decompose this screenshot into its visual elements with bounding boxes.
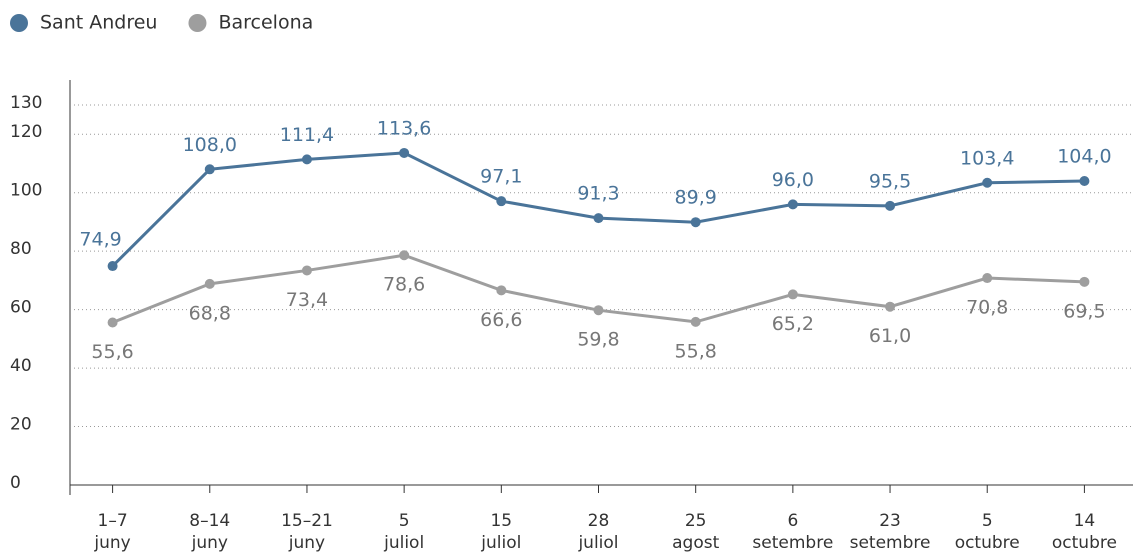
value-label: 78,6: [383, 274, 425, 296]
y-tick-label: 20: [10, 415, 32, 435]
point: [301, 265, 312, 276]
x-tick-label: juliol: [383, 533, 424, 553]
value-label: 103,4: [960, 147, 1014, 169]
value-label: 73,4: [286, 289, 328, 311]
value-label: 55,8: [675, 340, 717, 362]
point: [107, 261, 118, 272]
point: [593, 305, 604, 316]
x-tick-label: 8–14: [189, 511, 230, 531]
point: [301, 154, 312, 165]
y-tick-label: 120: [10, 122, 42, 142]
point: [982, 177, 993, 188]
y-tick-label: 40: [10, 356, 32, 376]
value-label: 61,0: [869, 325, 911, 347]
point: [787, 199, 798, 210]
y-tick-label: 60: [10, 298, 32, 318]
point: [204, 278, 215, 289]
x-tick-label: 25: [685, 511, 707, 531]
y-tick-label: 80: [10, 239, 32, 259]
y-tick-label: 0: [10, 473, 21, 493]
x-tick-label: 14: [1074, 511, 1096, 531]
point: [1079, 176, 1090, 186]
x-tick-label: setembre: [850, 533, 931, 553]
value-label: 70,8: [966, 297, 1008, 319]
x-tick-label: 5: [399, 511, 410, 531]
point: [885, 301, 896, 312]
point: [1079, 276, 1090, 287]
value-label: 59,8: [577, 329, 619, 351]
value-label: 68,8: [189, 302, 231, 324]
legend-marker: [10, 14, 28, 32]
point: [593, 213, 604, 224]
value-label: 89,9: [675, 187, 717, 209]
value-label: 91,3: [577, 183, 619, 205]
x-tick-label: octubre: [955, 533, 1020, 553]
x-tick-label: setembre: [752, 533, 833, 553]
x-tick-label: 15: [490, 511, 512, 531]
point: [107, 317, 118, 328]
value-label: 104,0: [1057, 146, 1111, 168]
point: [204, 164, 215, 175]
x-tick-label: octubre: [1052, 533, 1117, 553]
value-label: 65,2: [772, 313, 814, 335]
point: [787, 289, 798, 300]
value-label: 113,6: [377, 117, 431, 139]
legend-marker: [188, 14, 207, 32]
y-tick-label: 130: [10, 93, 42, 113]
x-tick-label: juny: [93, 533, 130, 553]
x-tick-label: 15–21: [281, 511, 333, 531]
legend-label: Sant Andreu: [40, 12, 157, 34]
value-label: 108,0: [183, 134, 237, 156]
point: [885, 200, 896, 211]
value-label: 96,0: [772, 169, 814, 191]
point: [690, 217, 701, 228]
point: [399, 250, 410, 261]
legend-label: Barcelona: [218, 12, 313, 34]
x-tick-label: juny: [288, 533, 325, 553]
x-tick-label: juny: [191, 533, 228, 553]
x-tick-label: agost: [672, 533, 719, 553]
x-tick-label: 23: [879, 511, 901, 531]
point: [399, 147, 410, 158]
value-label: 66,6: [480, 309, 522, 331]
x-tick-label: 5: [982, 511, 993, 531]
point: [496, 196, 507, 207]
x-tick-label: juliol: [480, 533, 521, 553]
point: [496, 285, 507, 296]
value-label: 55,6: [91, 341, 133, 363]
value-label: 111,4: [280, 124, 334, 146]
point: [690, 316, 701, 327]
x-tick-label: 6: [787, 511, 798, 531]
series-line: [111, 151, 1085, 268]
x-tick-label: 28: [588, 511, 610, 531]
x-tick-label: 1–7: [98, 511, 128, 531]
value-label: 97,1: [480, 166, 522, 188]
x-tick-label: juliol: [577, 533, 618, 553]
value-label: 74,9: [79, 229, 121, 251]
value-label: 69,5: [1063, 300, 1105, 322]
y-tick-label: 100: [10, 181, 42, 201]
point: [982, 273, 993, 284]
value-label: 95,5: [869, 170, 911, 192]
